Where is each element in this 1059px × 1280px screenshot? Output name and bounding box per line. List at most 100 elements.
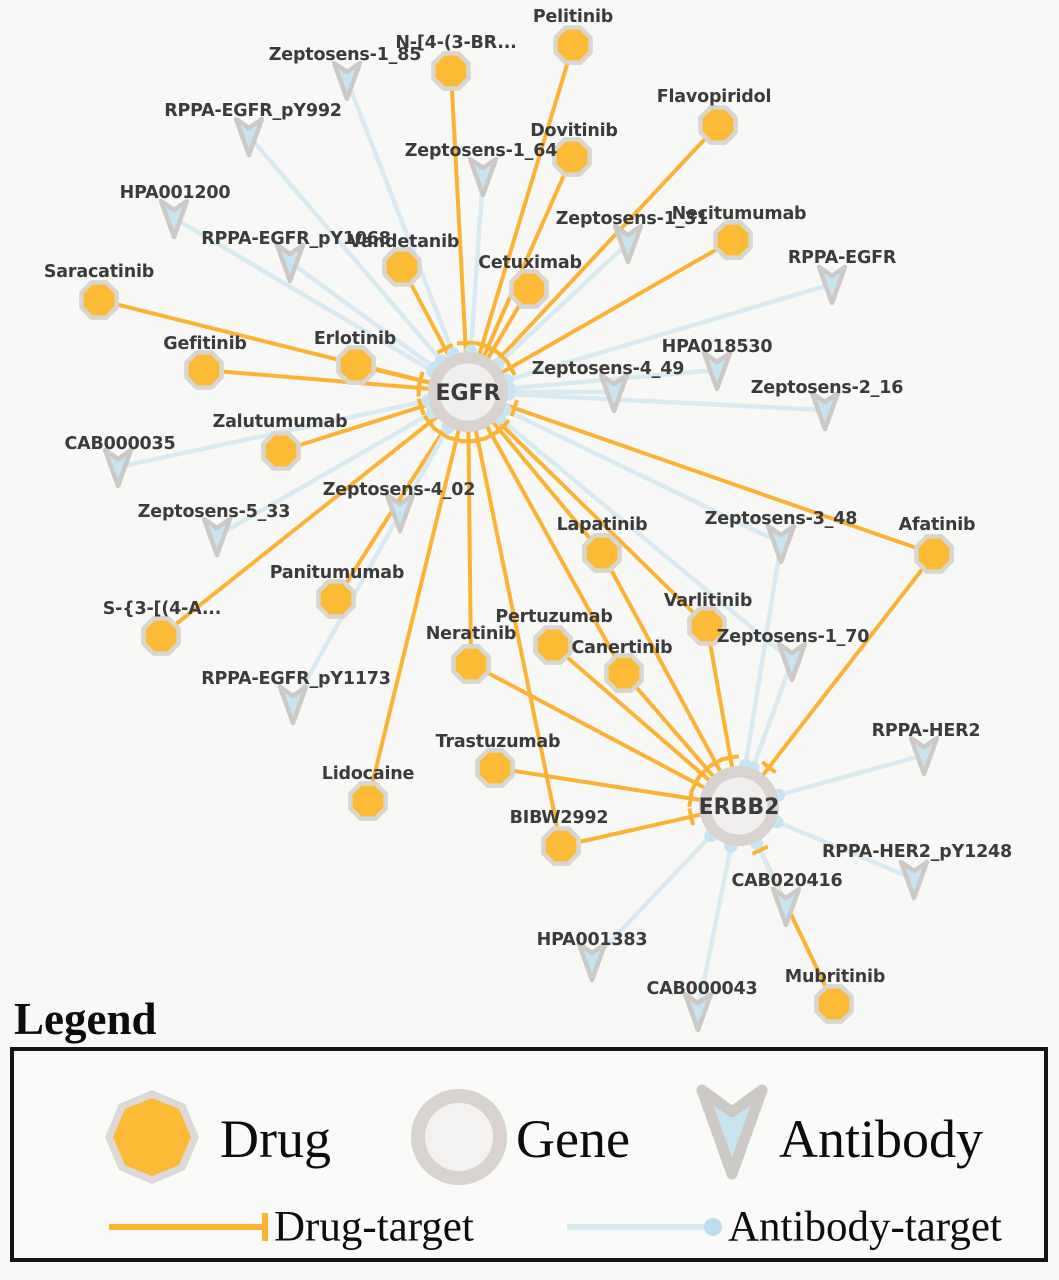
node-label-rppa_egfr: RPPA-EGFR: [788, 248, 897, 268]
drug-target-tee: [687, 808, 696, 826]
antibody-node-zeptosens_5_33[interactable]: [201, 516, 233, 558]
antibody-node-zeptosens_1_85[interactable]: [331, 60, 363, 102]
drug-node-zalutumumab[interactable]: [261, 431, 301, 471]
node-label-necitumumab: Necitumumab: [672, 204, 807, 224]
node-label-erlotinib: Erlotinib: [314, 329, 396, 349]
edge-afatinib-erbb2: [737, 552, 936, 808]
antibody-node-cab000035[interactable]: [102, 447, 134, 489]
legend-antibody-icon: [696, 1084, 768, 1180]
node-label-hpa001383: HPA001383: [537, 930, 648, 950]
node-label-varlitinib: Varlitinib: [664, 591, 752, 611]
edge-canertinib-egfr: [466, 391, 626, 674]
nodes-layer: EGFR ERBB2: [79, 25, 954, 1033]
drug-node-pelitinib[interactable]: [553, 25, 593, 65]
drug-node-necitumumab[interactable]: [713, 220, 753, 260]
drug-target-tee: [761, 760, 777, 775]
edge-lidocaine-egfr: [366, 391, 470, 802]
antibody-node-rppa_egfr_py1173[interactable]: [277, 684, 309, 726]
antibody-node-zeptosens_1_70[interactable]: [776, 641, 808, 683]
node-label-pertuzumab: Pertuzumab: [495, 607, 612, 627]
antibody-node-zeptosens_1_64[interactable]: [467, 156, 499, 198]
legend-title: Legend: [14, 994, 157, 1044]
drug-node-n4_3br[interactable]: [431, 51, 471, 91]
drug-target-tee: [687, 789, 694, 808]
antibody-node-rppa_egfr_py992[interactable]: [233, 116, 265, 158]
node-label-hpa018530: HPA018530: [662, 337, 773, 357]
drug-node-varlitinib[interactable]: [687, 606, 727, 646]
node-label-rppa_egfr_py1068: RPPA-EGFR_pY1068: [201, 229, 391, 249]
drug-target-tee: [469, 436, 487, 444]
drug-node-flavopiridol[interactable]: [698, 105, 738, 145]
legend-antibody-target-label: Antibody-target: [728, 1203, 1002, 1251]
node-label-lapatinib: Lapatinib: [557, 515, 648, 535]
node-label-rppa_her2_py1248: RPPA-HER2_pY1248: [822, 842, 1012, 862]
antibody-node-cab000043[interactable]: [682, 991, 714, 1033]
drug-node-lidocaine[interactable]: [348, 781, 388, 821]
edge-zeptosens_1_85-egfr: [344, 79, 471, 393]
drug-target-tee: [694, 766, 710, 782]
edge-rppa_egfr_py1173-egfr: [291, 390, 470, 706]
drug-node-pertuzumab[interactable]: [533, 625, 573, 665]
drug-node-canertinib[interactable]: [604, 653, 644, 693]
antibody-node-hpa001200[interactable]: [158, 198, 190, 240]
node-label-lidocaine: Lidocaine: [322, 764, 415, 784]
drug-node-dovitinib[interactable]: [552, 137, 592, 177]
drug-node-vandetanib[interactable]: [382, 247, 422, 287]
legend-gene-icon: [411, 1089, 507, 1185]
drug-node-saracatinib[interactable]: [79, 280, 119, 320]
antibody-node-hpa001383[interactable]: [576, 941, 608, 983]
edge-s3_4a-egfr: [159, 390, 470, 638]
node-label-zeptosens_1_64: Zeptosens-1_64: [405, 141, 557, 161]
edge-zeptosens_1_70-egfr: [466, 390, 794, 663]
antibody-node-rppa_her2[interactable]: [908, 735, 940, 777]
node-label-rppa_egfr_py992: RPPA-EGFR_pY992: [164, 101, 342, 121]
gene-node-egfr[interactable]: EGFR: [428, 352, 508, 432]
antibody-node-zeptosens_4_49[interactable]: [598, 372, 630, 414]
edge-neratinib-egfr: [466, 391, 473, 665]
drug-target-tee: [504, 359, 517, 376]
node-label-pelitinib: Pelitinib: [533, 7, 613, 27]
antibody-node-cab020416[interactable]: [770, 886, 802, 928]
labels-layer: Saracatinib Gefitinib Erlotinib Zalutumumab…: [44, 7, 1012, 999]
legend-drug-target-edge: [109, 1213, 268, 1241]
drug-node-gefitinib[interactable]: [184, 350, 224, 390]
legend-gene-label: Gene: [516, 1109, 630, 1169]
drug-node-s3_4a[interactable]: [141, 616, 181, 656]
drug-target-tee: [422, 414, 437, 431]
node-label-trastuzumab: Trastuzumab: [436, 732, 561, 752]
antibody-node-rppa_egfr[interactable]: [816, 264, 848, 306]
antibody-node-rppa_egfr_py1068[interactable]: [274, 242, 306, 284]
drug-node-trastuzumab[interactable]: [475, 748, 515, 788]
antibody-node-zeptosens_2_16[interactable]: [809, 390, 841, 432]
drug-target-tee: [436, 342, 454, 355]
antibody-node-zeptosens_4_02[interactable]: [384, 492, 416, 534]
node-label-canertinib: Canertinib: [572, 638, 673, 658]
drug-node-neratinib[interactable]: [451, 644, 491, 684]
drug-node-afatinib[interactable]: [914, 534, 954, 574]
node-label-zeptosens_5_33: Zeptosens-5_33: [138, 502, 290, 522]
drug-node-bibw2992[interactable]: [541, 826, 581, 866]
antibody-node-rppa_her2_py1248[interactable]: [898, 859, 930, 901]
drug-node-mubritinib[interactable]: [814, 984, 854, 1024]
edge-rppa_egfr-egfr: [467, 281, 833, 395]
drug-node-panitumumab[interactable]: [316, 579, 356, 619]
node-label-hpa001200: HPA001200: [120, 183, 231, 203]
antibody-node-zeptosens_1_31[interactable]: [612, 223, 644, 265]
antibody-node-zeptosens_3_48[interactable]: [765, 523, 797, 565]
node-label-afatinib: Afatinib: [899, 515, 976, 535]
edge-afatinib-egfr: [467, 390, 935, 556]
drug-node-lapatinib[interactable]: [582, 533, 622, 573]
drug-target-tee: [416, 371, 425, 390]
gene-node-erbb2[interactable]: ERBB2: [699, 766, 780, 846]
node-label-zeptosens_3_48: Zeptosens-3_48: [705, 509, 857, 529]
drug-target-tee: [493, 348, 510, 364]
node-label-saracatinib: Saracatinib: [44, 262, 154, 282]
edge-zeptosens_2_16-egfr: [467, 389, 826, 413]
node-label-zeptosens_1_85: Zeptosens-1_85: [269, 45, 421, 65]
gene-label-erbb2: ERBB2: [699, 795, 780, 820]
drug-target-tee: [456, 340, 475, 346]
drug-node-cetuximab[interactable]: [509, 269, 549, 309]
antibody-node-hpa018530[interactable]: [701, 350, 733, 392]
drug-node-erlotinib[interactable]: [336, 345, 376, 385]
